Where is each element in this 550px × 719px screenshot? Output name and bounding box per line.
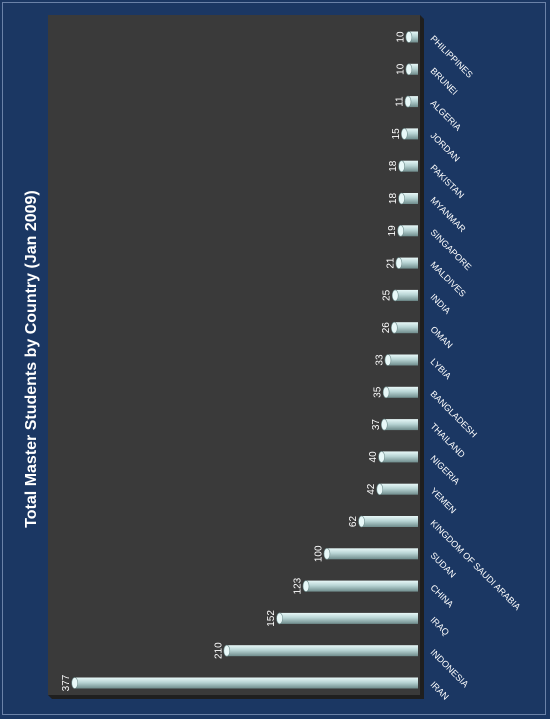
bar-cap bbox=[391, 321, 398, 334]
bar-cap bbox=[384, 354, 392, 366]
bar-cap bbox=[405, 63, 413, 76]
bar bbox=[386, 386, 418, 398]
category-label: IRAQ bbox=[428, 615, 451, 638]
value-label: 42 bbox=[366, 483, 377, 495]
value-label: 26 bbox=[381, 322, 392, 334]
value-label: 18 bbox=[388, 193, 399, 205]
bar-group bbox=[323, 547, 418, 560]
value-label: 62 bbox=[348, 516, 359, 528]
value-label: 18 bbox=[388, 160, 399, 172]
bar-cap bbox=[302, 580, 310, 592]
bar-cap bbox=[276, 612, 283, 625]
bar-group bbox=[302, 580, 418, 592]
bar bbox=[395, 289, 418, 301]
bar-group bbox=[404, 95, 418, 108]
bar-cap bbox=[401, 128, 408, 140]
bar-cap bbox=[397, 225, 405, 237]
bar bbox=[379, 483, 418, 495]
bar-group bbox=[382, 386, 418, 399]
value-label: 152 bbox=[266, 610, 277, 627]
bar bbox=[401, 193, 418, 204]
bar-cap bbox=[323, 547, 331, 560]
bar-cap bbox=[405, 31, 413, 43]
bar-group bbox=[71, 677, 419, 689]
bar bbox=[74, 677, 419, 689]
bar-cap bbox=[382, 386, 390, 399]
bar bbox=[384, 419, 418, 431]
category-label: SUDAN bbox=[428, 550, 457, 579]
category-label: YEMEN bbox=[428, 486, 458, 516]
bar-group bbox=[397, 225, 418, 237]
bar-cap bbox=[404, 95, 412, 108]
value-label: 11 bbox=[394, 96, 405, 107]
bar bbox=[306, 580, 418, 592]
value-label: 100 bbox=[313, 545, 324, 562]
bar bbox=[401, 160, 418, 172]
category-label: LYBIA bbox=[428, 356, 453, 381]
plot-area bbox=[48, 15, 420, 695]
bar-cap bbox=[395, 257, 403, 269]
category-label: BRUNEI bbox=[428, 66, 459, 97]
category-label: OMAN bbox=[428, 324, 454, 350]
bar-group bbox=[405, 63, 418, 76]
value-label: 377 bbox=[61, 674, 72, 691]
value-label: 210 bbox=[213, 642, 224, 659]
category-label: CHINA bbox=[428, 583, 455, 610]
bar-group bbox=[398, 160, 418, 172]
bar-cap bbox=[378, 451, 385, 463]
category-label: INDIA bbox=[428, 292, 452, 316]
bar-cap bbox=[71, 677, 79, 689]
bar-group bbox=[381, 418, 418, 431]
value-label: 33 bbox=[374, 354, 385, 366]
value-label: 25 bbox=[382, 289, 393, 301]
value-label: 15 bbox=[391, 128, 402, 140]
value-label: 123 bbox=[293, 577, 304, 594]
bar-group bbox=[276, 612, 418, 625]
category-label: PAKISTAN bbox=[428, 163, 466, 201]
value-label: 19 bbox=[387, 225, 398, 237]
bar-group bbox=[376, 483, 418, 496]
bar bbox=[394, 322, 418, 334]
bar bbox=[226, 645, 418, 657]
bar-group bbox=[391, 289, 418, 302]
category-label: ALGERIA bbox=[428, 98, 463, 133]
bar-group bbox=[378, 451, 418, 463]
bar-cap bbox=[381, 418, 388, 431]
bar bbox=[398, 257, 418, 269]
bar-group bbox=[384, 354, 418, 366]
bar bbox=[387, 354, 418, 366]
category-label: JORDAN bbox=[428, 130, 461, 163]
bar bbox=[400, 225, 418, 237]
bar-group bbox=[358, 515, 418, 528]
bar-cap bbox=[358, 515, 365, 528]
value-label: 40 bbox=[368, 451, 379, 463]
bar-group bbox=[391, 321, 418, 334]
bar bbox=[279, 612, 418, 624]
bar bbox=[404, 128, 418, 140]
bar-cap bbox=[376, 483, 384, 496]
bar bbox=[408, 31, 418, 43]
value-label: 10 bbox=[395, 63, 406, 75]
bar-cap bbox=[391, 289, 399, 302]
bar-group bbox=[395, 257, 418, 269]
category-label: NIGERIA bbox=[428, 453, 461, 486]
bar-group bbox=[398, 192, 418, 205]
category-label: IRAN bbox=[428, 679, 450, 701]
value-label: 37 bbox=[371, 419, 382, 431]
bar-group bbox=[405, 31, 418, 43]
bar bbox=[326, 548, 418, 560]
bar bbox=[361, 516, 418, 527]
bar-group bbox=[401, 128, 418, 140]
bar bbox=[408, 63, 418, 75]
bar bbox=[381, 451, 418, 463]
value-label: 10 bbox=[395, 31, 406, 43]
bar-cap bbox=[398, 192, 405, 205]
bar-cap bbox=[223, 644, 231, 657]
bar-cap bbox=[398, 160, 405, 172]
value-label: 35 bbox=[373, 386, 384, 398]
bar-group bbox=[223, 644, 418, 657]
bar bbox=[407, 96, 418, 108]
value-label: 21 bbox=[385, 257, 396, 269]
